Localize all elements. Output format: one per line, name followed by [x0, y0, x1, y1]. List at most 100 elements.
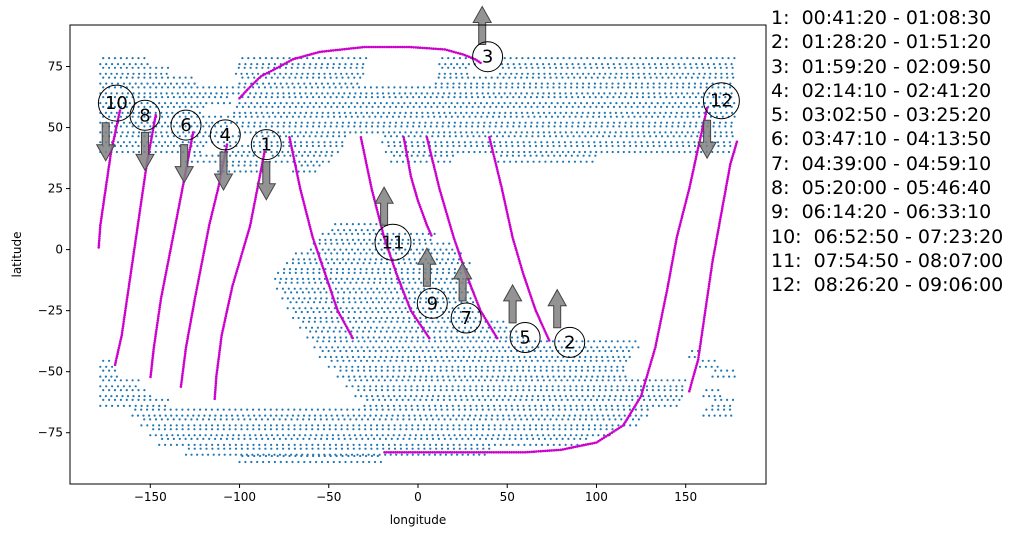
coverage-point [125, 66, 128, 69]
coverage-point [522, 404, 525, 407]
coverage-point [450, 63, 453, 66]
track-point [431, 159, 434, 163]
coverage-point [429, 447, 432, 450]
coverage-point [422, 404, 425, 407]
coverage-point [472, 135, 475, 138]
coverage-point [267, 135, 270, 138]
coverage-point [190, 125, 193, 128]
coverage-point [247, 76, 250, 79]
coverage-point [392, 307, 395, 310]
coverage-point [444, 330, 447, 333]
coverage-point [149, 395, 152, 398]
coverage-point [713, 105, 716, 108]
coverage-point [324, 154, 327, 157]
coverage-point [299, 447, 302, 450]
coverage-point [440, 150, 443, 154]
coverage-point [455, 437, 458, 440]
coverage-point [368, 330, 371, 333]
coverage-point [351, 238, 355, 241]
coverage-point [724, 96, 727, 99]
coverage-point [267, 63, 271, 66]
coverage-point [570, 92, 573, 95]
track-point [378, 45, 382, 49]
coverage-point [606, 355, 609, 359]
coverage-point [350, 82, 353, 85]
coverage-point [172, 76, 175, 79]
coverage-point [249, 111, 252, 114]
coverage-point [357, 365, 360, 368]
coverage-point [252, 154, 255, 157]
coverage-point [627, 349, 631, 353]
coverage-point [418, 359, 422, 362]
coverage-point [730, 125, 733, 128]
coverage-point [523, 443, 526, 446]
coverage-point [347, 76, 350, 79]
coverage-point [459, 434, 462, 437]
coverage-point [575, 365, 578, 368]
coverage-point [102, 398, 105, 401]
coverage-point [228, 424, 231, 427]
coverage-point [149, 76, 152, 79]
coverage-point [463, 141, 466, 144]
coverage-point [547, 154, 550, 157]
coverage-point [689, 150, 692, 154]
coverage-point [511, 443, 514, 446]
coverage-point [315, 92, 318, 95]
coverage-point [368, 238, 371, 241]
coverage-point [287, 86, 290, 89]
coverage-point [684, 76, 688, 79]
coverage-point [122, 141, 125, 144]
coverage-point [578, 398, 581, 401]
coverage-point [559, 395, 562, 398]
coverage-point [332, 92, 335, 95]
coverage-point [319, 346, 322, 349]
coverage-point [358, 287, 361, 290]
coverage-point [559, 72, 563, 75]
coverage-point [417, 144, 420, 148]
track-point [504, 204, 507, 207]
coverage-point [134, 408, 137, 411]
coverage-point [441, 271, 445, 274]
coverage-point [165, 131, 168, 134]
coverage-point [214, 135, 217, 138]
coverage-point [169, 408, 172, 411]
coverage-point [445, 349, 448, 353]
coverage-point [205, 154, 208, 157]
coverage-point [499, 82, 502, 85]
coverage-point [439, 307, 442, 310]
coverage-point [313, 346, 316, 349]
coverage-point [570, 86, 573, 89]
coverage-point [333, 262, 336, 265]
coverage-point [634, 340, 637, 343]
coverage-point [481, 434, 484, 437]
coverage-point [664, 86, 667, 89]
coverage-point [164, 102, 167, 105]
coverage-point [131, 135, 134, 138]
coverage-point [524, 375, 527, 378]
coverage-point [436, 434, 440, 437]
coverage-point [244, 82, 247, 85]
coverage-point [317, 447, 320, 450]
coverage-point [104, 375, 107, 378]
coverage-point [294, 144, 297, 148]
coverage-point [312, 310, 315, 314]
coverage-point [386, 404, 390, 407]
coverage-point [243, 418, 246, 421]
coverage-point [636, 111, 640, 114]
coverage-point [512, 105, 515, 108]
track-point [383, 45, 386, 49]
coverage-point [119, 105, 122, 108]
coverage-point [559, 125, 562, 128]
coverage-point [300, 164, 303, 167]
coverage-point [724, 63, 727, 66]
coverage-point [630, 96, 633, 99]
coverage-point [252, 141, 255, 144]
track-point [403, 45, 406, 49]
coverage-point [592, 369, 595, 372]
coverage-point [315, 460, 318, 464]
coverage-point [272, 437, 276, 440]
coverage-point [282, 141, 285, 144]
track-point [251, 208, 255, 212]
coverage-point [462, 330, 465, 333]
coverage-point [116, 385, 120, 388]
